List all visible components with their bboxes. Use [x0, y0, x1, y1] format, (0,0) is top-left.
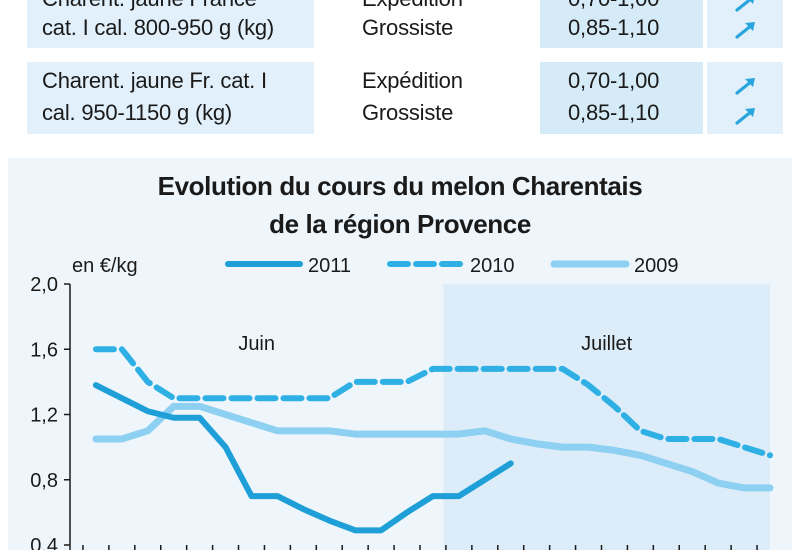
series-2009-line — [92, 402, 774, 492]
legend-label-2011: 2011 — [308, 255, 351, 277]
y-tick-label: 1,6 — [30, 339, 58, 361]
row1-stage2: Grossiste — [362, 15, 454, 40]
row2-stage2: Grossiste — [362, 100, 454, 125]
row2-product-cell — [27, 62, 314, 134]
row1-stage1: Expédition — [362, 0, 463, 14]
y-tick-label: 1,2 — [30, 405, 58, 427]
row2-stage1: Expédition — [362, 68, 463, 93]
period-label: Juin — [238, 333, 275, 355]
up-arrow-icon — [735, 22, 755, 39]
price-table: Charent. jaune France cat. I cal. 800-95… — [0, 0, 800, 140]
row1-price1: 0,70-1,00 — [568, 0, 659, 14]
row2-product-line1: Charent. jaune Fr. cat. I — [42, 68, 267, 93]
row2-price1: 0,70-1,00 — [568, 68, 660, 93]
row2-product-line2: cal. 950-1150 g (kg) — [42, 100, 233, 125]
legend-label-2010: 2010 — [470, 255, 515, 277]
legend-label-2009: 2009 — [634, 255, 679, 277]
row1-trend-cell — [707, 0, 783, 48]
row1-stage-cell — [318, 0, 536, 48]
y-tick-label: 0,8 — [30, 470, 58, 492]
period-label: Juillet — [581, 333, 633, 355]
row1-price-cell — [540, 0, 703, 48]
juillet-band — [443, 284, 770, 550]
row1-price2: 0,85-1,10 — [568, 15, 660, 40]
row2-trend-cell — [707, 62, 783, 134]
row2-price2: 0,85-1,10 — [568, 100, 660, 125]
up-arrow-icon — [735, 78, 755, 95]
chart-title-line2: de la région Provence — [269, 209, 531, 239]
chart-title-line1: Evolution du cours du melon Charentais — [157, 171, 643, 201]
row1-product-line1: Charent. jaune France — [42, 0, 257, 14]
up-arrow-icon — [735, 108, 755, 125]
row2-price-cell — [540, 62, 703, 134]
series-2011-line — [92, 382, 514, 534]
y-tick-label: 0,4 — [30, 535, 58, 550]
y-axis-label: en €/kg — [72, 255, 138, 277]
row1-product-cell — [27, 0, 314, 48]
row1-product-line2: cat. I cal. 800-950 g (kg) — [42, 15, 275, 40]
up-arrow-icon — [735, 0, 754, 12]
y-tick-label: 2,0 — [30, 274, 58, 296]
row2-stage-cell — [318, 62, 536, 134]
series-2010-line — [92, 346, 773, 459]
